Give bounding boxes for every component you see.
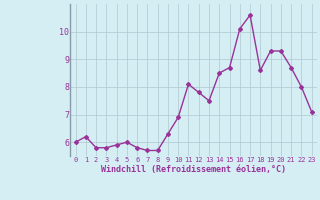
X-axis label: Windchill (Refroidissement éolien,°C): Windchill (Refroidissement éolien,°C) [101, 165, 286, 174]
